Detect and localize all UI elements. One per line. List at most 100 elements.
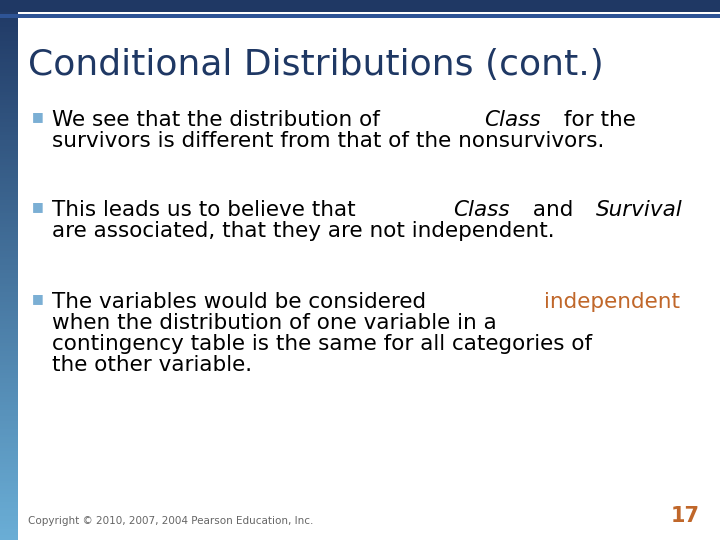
Bar — [0, 111, 18, 113]
Bar — [0, 5, 18, 8]
Bar — [0, 348, 18, 351]
Bar — [0, 51, 18, 54]
Bar — [0, 11, 18, 14]
Bar — [0, 235, 18, 238]
Bar — [0, 413, 18, 416]
Bar — [0, 375, 18, 378]
Bar — [0, 202, 18, 205]
Bar — [0, 537, 18, 540]
Bar — [0, 483, 18, 486]
Bar — [0, 340, 18, 343]
Bar — [0, 213, 18, 216]
Bar — [0, 470, 18, 472]
Bar — [0, 57, 18, 59]
Bar — [0, 151, 18, 154]
Bar — [0, 338, 18, 340]
Bar — [0, 354, 18, 356]
Bar — [0, 173, 18, 176]
Bar — [0, 381, 18, 383]
Bar — [0, 408, 18, 410]
Bar — [0, 529, 18, 532]
Bar — [0, 273, 18, 275]
Bar — [0, 332, 18, 335]
Bar — [0, 116, 18, 119]
Bar — [0, 113, 18, 116]
Bar — [0, 472, 18, 475]
Bar — [0, 122, 18, 124]
Bar — [0, 219, 18, 221]
Bar — [0, 478, 18, 481]
Bar — [0, 24, 18, 27]
Bar — [0, 319, 18, 321]
Text: survivors is different from that of the nonsurvivors.: survivors is different from that of the … — [52, 131, 604, 151]
Bar — [0, 427, 18, 429]
Bar — [0, 316, 18, 319]
Bar — [0, 138, 18, 140]
Bar — [0, 167, 18, 170]
Bar — [0, 327, 18, 329]
Bar — [0, 135, 18, 138]
Bar — [0, 356, 18, 359]
Bar — [0, 305, 18, 308]
Bar — [0, 524, 18, 526]
Bar — [0, 208, 18, 211]
Bar — [0, 467, 18, 470]
Bar — [0, 267, 18, 270]
Bar — [0, 232, 18, 235]
Bar — [0, 297, 18, 300]
Bar — [0, 486, 18, 489]
Bar — [0, 184, 18, 186]
Bar — [0, 270, 18, 273]
Bar — [0, 8, 18, 11]
Bar — [0, 68, 18, 70]
Bar — [0, 94, 18, 97]
Bar — [0, 165, 18, 167]
Bar — [0, 32, 18, 35]
Bar — [0, 248, 18, 251]
Bar — [0, 440, 18, 443]
Bar — [0, 351, 18, 354]
Bar — [0, 456, 18, 459]
Bar — [0, 262, 18, 265]
Bar — [0, 286, 18, 289]
Bar — [0, 92, 18, 94]
Bar — [0, 370, 18, 373]
Bar — [0, 216, 18, 219]
Bar — [0, 489, 18, 491]
Bar — [0, 300, 18, 302]
Bar — [0, 22, 18, 24]
Bar — [0, 148, 18, 151]
Bar — [0, 462, 18, 464]
Bar — [0, 310, 18, 313]
Bar — [0, 373, 18, 375]
Bar — [0, 0, 18, 3]
Bar — [0, 194, 18, 197]
Bar — [0, 224, 18, 227]
Bar — [0, 508, 18, 510]
Bar — [0, 62, 18, 65]
Bar — [0, 324, 18, 327]
Bar — [0, 418, 18, 421]
Bar — [0, 14, 720, 18]
Bar — [0, 284, 18, 286]
Bar — [0, 510, 18, 513]
Bar — [0, 227, 18, 229]
Text: independent: independent — [544, 292, 680, 312]
Bar — [0, 38, 18, 40]
Bar — [0, 292, 18, 294]
Bar — [0, 240, 18, 243]
Bar — [0, 170, 18, 173]
Text: contingency table is the same for all categories of: contingency table is the same for all ca… — [52, 334, 592, 354]
Bar — [0, 157, 18, 159]
Bar — [0, 459, 18, 462]
Bar — [0, 78, 18, 81]
Text: for the: for the — [557, 110, 636, 130]
Bar — [0, 346, 18, 348]
Bar — [0, 154, 18, 157]
Bar — [0, 518, 18, 521]
Text: and: and — [526, 200, 580, 220]
Bar — [0, 402, 18, 405]
Bar — [0, 178, 18, 181]
Text: when the distribution of one variable in a: when the distribution of one variable in… — [52, 313, 497, 333]
Bar — [0, 481, 18, 483]
